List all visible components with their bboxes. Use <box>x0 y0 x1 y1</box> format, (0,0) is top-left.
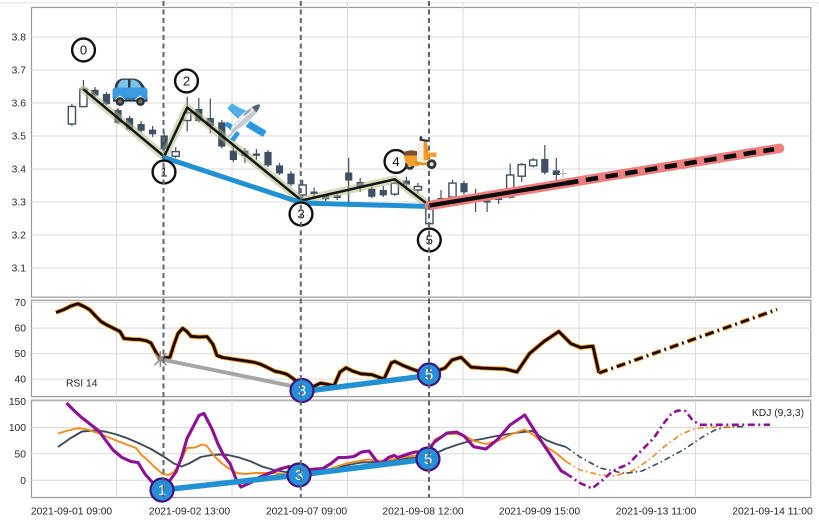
svg-text:3.6: 3.6 <box>12 99 27 110</box>
svg-text:2021-09-13 11:00: 2021-09-13 11:00 <box>616 507 697 518</box>
svg-text:3.5: 3.5 <box>12 132 27 143</box>
svg-text:3: 3 <box>298 383 306 400</box>
svg-text:3.2: 3.2 <box>12 231 27 242</box>
svg-text:1: 1 <box>158 482 166 499</box>
svg-text:2021-09-02 13:00: 2021-09-02 13:00 <box>149 507 231 518</box>
svg-text:3.4: 3.4 <box>12 165 27 176</box>
svg-text:3: 3 <box>295 467 303 484</box>
svg-text:50: 50 <box>15 349 27 360</box>
svg-text:2021-09-07 09:00: 2021-09-07 09:00 <box>266 507 348 518</box>
svg-text:70: 70 <box>15 298 27 309</box>
svg-text:4: 4 <box>392 154 399 169</box>
svg-text:KDJ (9,3,3): KDJ (9,3,3) <box>752 408 804 419</box>
svg-text:RSI 14: RSI 14 <box>66 379 98 390</box>
svg-text:150: 150 <box>9 397 26 408</box>
svg-text:50: 50 <box>15 449 27 460</box>
svg-text:60: 60 <box>15 324 27 335</box>
svg-text:2021-09-08 12:00: 2021-09-08 12:00 <box>382 507 464 518</box>
svg-text:2021-09-14 11:00: 2021-09-14 11:00 <box>732 507 813 518</box>
svg-text:5: 5 <box>424 451 432 468</box>
svg-text:3.1: 3.1 <box>12 264 27 275</box>
svg-text:3.7: 3.7 <box>12 66 27 77</box>
svg-text:40: 40 <box>15 375 27 386</box>
svg-text:2021-09-09 15:00: 2021-09-09 15:00 <box>499 507 581 518</box>
svg-text:0: 0 <box>20 476 26 487</box>
svg-text:100: 100 <box>9 423 26 434</box>
svg-text:2021-09-01 09:00: 2021-09-01 09:00 <box>31 507 113 518</box>
svg-text:2: 2 <box>183 74 190 89</box>
svg-text:3.3: 3.3 <box>12 198 27 209</box>
svg-text:3.8: 3.8 <box>12 33 27 44</box>
svg-text:0: 0 <box>80 43 87 58</box>
